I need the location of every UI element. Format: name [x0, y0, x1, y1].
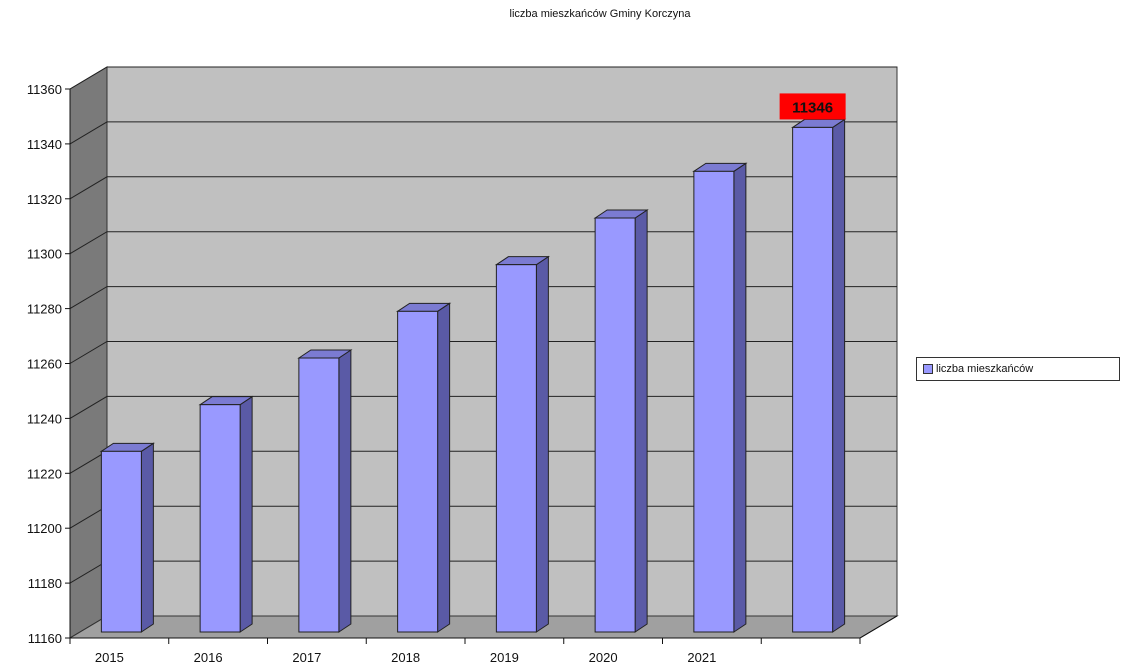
gridline [69, 176, 897, 200]
y-tick-label: 11240 [27, 411, 62, 426]
bar-side [140, 442, 154, 633]
x-tick-label: 2021 [687, 650, 716, 664]
bar-front [792, 126, 834, 633]
chart-title: liczba mieszkańców Gminy Korczyna [509, 8, 691, 20]
bar [494, 255, 551, 633]
bar-side [733, 162, 747, 633]
bar-front [397, 310, 439, 633]
x-tick-label: 2019 [490, 650, 519, 664]
y-tick-label: 11340 [27, 137, 62, 152]
bar [99, 442, 156, 633]
data-label: 11346 [792, 99, 833, 116]
y-tick-label: 11220 [27, 466, 62, 481]
x-tick-label: 2016 [194, 650, 223, 664]
bar [593, 209, 649, 633]
x-tick-label: 2020 [589, 650, 618, 664]
y-tick-label: 11280 [27, 302, 62, 317]
bar-front [495, 264, 537, 633]
x-tick-label: 2017 [292, 650, 321, 664]
y-tick-label: 11160 [28, 631, 62, 646]
bar-side [239, 395, 253, 633]
bar [692, 162, 748, 633]
floor-edge [859, 615, 898, 639]
gridline [69, 66, 897, 90]
bar-side [338, 349, 352, 633]
bar-front [594, 217, 636, 633]
bar-side [634, 209, 648, 633]
bar-front [199, 404, 241, 633]
bar-front [298, 357, 340, 633]
bar-front [100, 450, 142, 633]
y-tick-label: 11260 [27, 357, 62, 372]
bar-side [437, 302, 451, 633]
legend-label: liczba mieszkańców [936, 363, 1034, 375]
x-tick-label: 2015 [95, 650, 124, 664]
y-tick-label: 11360 [27, 82, 62, 97]
y-tick-label: 11180 [28, 576, 62, 591]
y-tick-label: 11200 [27, 521, 62, 536]
x-tick-label: 2018 [391, 650, 420, 664]
y-tick-label: 11320 [27, 192, 62, 207]
bar [790, 118, 847, 633]
bar-side [535, 255, 549, 633]
bar-side [832, 118, 846, 633]
legend-swatch [923, 364, 933, 374]
chart-floor [68, 615, 899, 639]
bar [395, 302, 452, 633]
bar [198, 395, 254, 633]
bar-front [693, 170, 735, 633]
data-label-bg [779, 93, 846, 120]
bar [297, 349, 353, 633]
gridline [69, 121, 897, 145]
chart-legend: liczba mieszkańców [916, 357, 1120, 381]
y-tick-label: 11300 [27, 247, 62, 262]
